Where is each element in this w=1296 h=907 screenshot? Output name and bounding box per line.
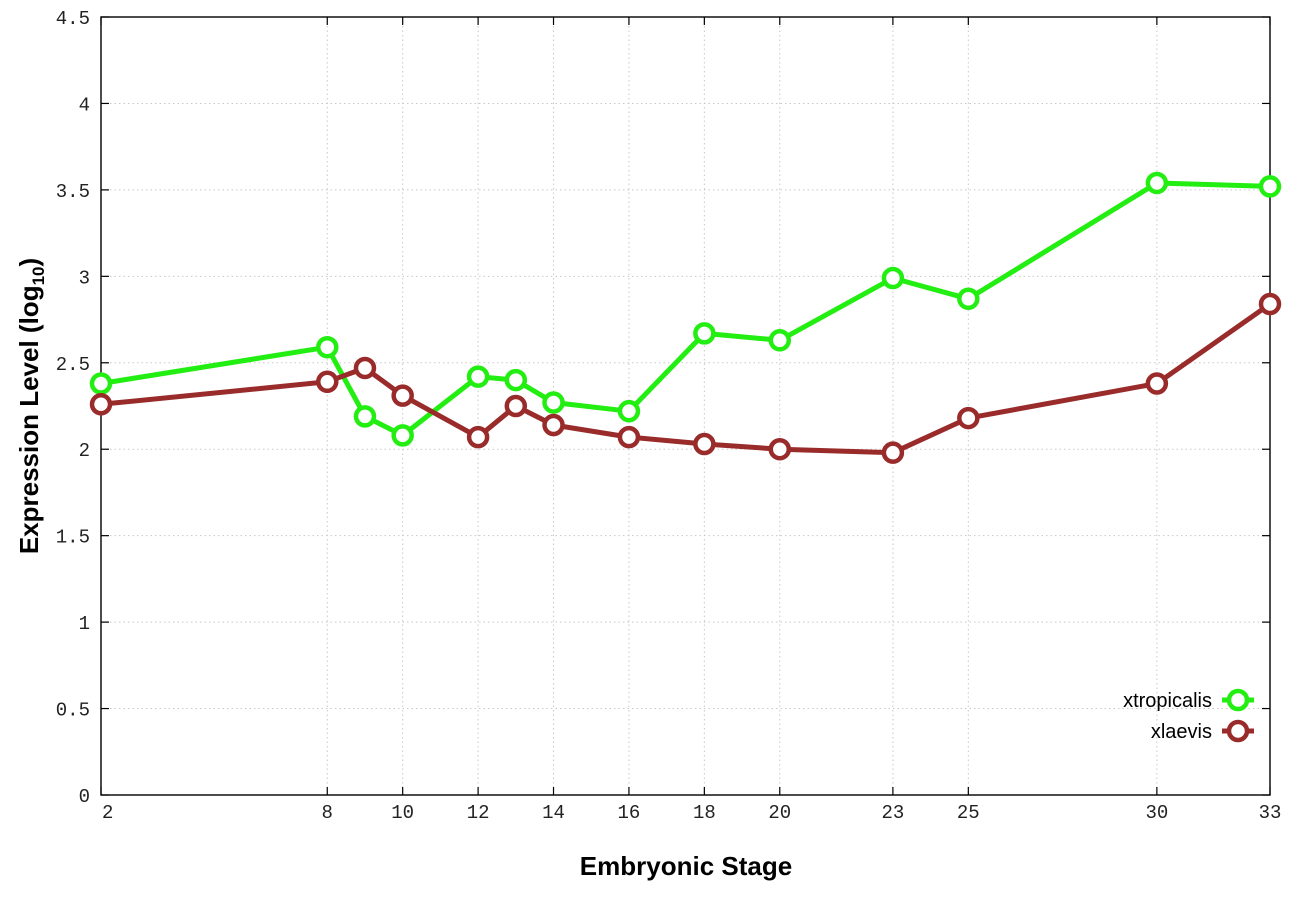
data-point-xtropicalis	[391, 424, 414, 447]
grid	[101, 17, 1270, 795]
y-tick-label: 1	[79, 613, 90, 635]
series-xlaevis	[89, 292, 1282, 464]
legend-label: xtropicalis	[1123, 690, 1212, 712]
data-point-xtropicalis	[881, 266, 905, 290]
legend-swatch-marker	[1226, 719, 1250, 743]
data-point-xlaevis	[881, 441, 905, 464]
data-point-xtropicalis	[353, 405, 377, 428]
data-point-xlaevis	[353, 356, 377, 380]
data-point-xtropicalis	[1145, 171, 1169, 195]
x-tick-label: 14	[542, 802, 565, 824]
x-tick-label: 20	[768, 802, 791, 824]
data-point-xtropicalis	[89, 372, 113, 395]
x-tick-label: 23	[881, 802, 904, 824]
data-point-xtropicalis	[693, 322, 716, 345]
data-point-xlaevis	[466, 425, 490, 449]
data-point-xlaevis	[316, 370, 339, 394]
y-tick-label: 2	[79, 440, 90, 462]
data-point-xtropicalis	[466, 365, 490, 388]
x-tick-label: 18	[693, 802, 716, 824]
x-tick-label: 16	[618, 802, 641, 824]
series-group	[89, 171, 1282, 464]
y-tick-label: 1.5	[56, 527, 90, 549]
y-tick-label: 2.5	[56, 354, 90, 376]
legend-item-xlaevis: xlaevis	[1151, 719, 1254, 743]
x-tick-label: 2	[102, 802, 113, 824]
y-axis-title-close: )	[14, 258, 44, 267]
data-point-xlaevis	[1145, 372, 1169, 395]
data-point-xlaevis	[391, 384, 414, 407]
y-tick-label: 4.5	[56, 8, 90, 30]
x-axis-title: Embryonic Stage	[580, 851, 792, 881]
x-tick-label: 8	[322, 802, 333, 824]
y-axis-title-subscript: 10	[29, 267, 48, 286]
series-line-xtropicalis	[98, 180, 1273, 438]
data-point-xtropicalis	[504, 368, 528, 392]
series-xtropicalis	[89, 171, 1282, 447]
data-point-xlaevis	[693, 432, 716, 456]
y-tick-label: 4	[79, 94, 90, 116]
series-line-xlaevis	[98, 301, 1273, 456]
y-axis-title: Expression Level (log10)	[14, 258, 48, 554]
x-tick-label: 12	[467, 802, 490, 824]
data-point-xlaevis	[957, 406, 980, 430]
data-point-xlaevis	[768, 437, 792, 461]
legend-item-xtropicalis: xtropicalis	[1123, 688, 1254, 712]
data-point-xlaevis	[89, 393, 113, 416]
data-point-xlaevis	[617, 425, 641, 449]
legend-swatch-marker	[1226, 688, 1250, 712]
y-tick-label: 3	[79, 267, 90, 289]
data-point-xtropicalis	[768, 329, 792, 352]
data-point-xtropicalis	[957, 287, 980, 311]
data-point-xlaevis	[504, 394, 528, 418]
data-point-xtropicalis	[617, 399, 641, 423]
y-tick-label: 0	[79, 786, 90, 808]
y-tick-label: 0.5	[56, 700, 90, 722]
data-point-xlaevis	[542, 413, 565, 437]
legend: xtropicalis xlaevis	[1123, 688, 1254, 743]
data-point-xtropicalis	[542, 391, 565, 414]
plot-frame	[100, 16, 1271, 796]
data-point-xlaevis	[1258, 292, 1282, 316]
legend-label: xlaevis	[1151, 721, 1212, 743]
x-tick-label: 25	[957, 802, 980, 824]
x-tick-label: 30	[1145, 802, 1168, 824]
data-point-xtropicalis	[1258, 175, 1282, 198]
y-tick-label: 3.5	[56, 181, 90, 203]
y-axis-title-main: Expression Level (log	[14, 285, 44, 554]
x-tick-label: 33	[1259, 802, 1282, 824]
axis-ticks: 0 0.5 1 1.5 2 2.5 3 3.5 4 4.5 2 8 10 12 14 16 18 20 23 25 30…	[56, 8, 1282, 824]
data-point-xtropicalis	[316, 335, 339, 359]
x-tick-label: 10	[391, 802, 414, 824]
